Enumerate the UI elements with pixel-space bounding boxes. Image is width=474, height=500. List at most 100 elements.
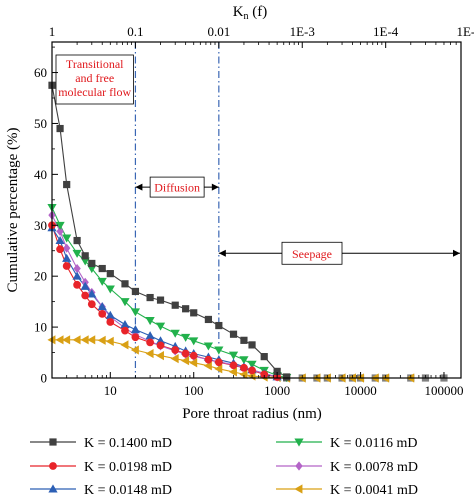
data-point — [247, 360, 257, 369]
y-axis-title: Cumulative percentage (%) — [5, 128, 21, 293]
region-box — [149, 176, 205, 198]
x-axis-title: Pore throat radius (nm) — [182, 406, 322, 422]
boundary-layer — [134, 42, 220, 378]
data-point — [181, 333, 191, 342]
diffusion-arrow-head — [211, 183, 219, 191]
data-point — [49, 438, 57, 446]
data-point — [62, 234, 72, 243]
data-point — [229, 361, 238, 370]
data-point — [120, 298, 130, 307]
data-point — [130, 345, 139, 355]
y-tick-label: 60 — [34, 65, 47, 80]
data-point — [98, 264, 106, 273]
data-point — [189, 358, 198, 368]
data-point — [62, 262, 71, 270]
x-tick-label: 10000 — [344, 383, 377, 398]
x-tick-label: 100 — [184, 383, 204, 398]
data-point — [146, 293, 154, 302]
plot-frame — [51, 41, 462, 379]
seepage-arrow-head — [453, 249, 460, 257]
data-point — [239, 369, 248, 380]
data-point — [170, 354, 179, 364]
data-point — [62, 253, 72, 262]
top-tick-label: 1E-5 — [456, 24, 474, 39]
data-point — [204, 355, 213, 364]
data-point — [106, 318, 115, 326]
data-point — [155, 351, 164, 361]
data-point — [294, 484, 303, 494]
data-point — [229, 330, 238, 338]
data-point — [105, 285, 115, 294]
region-label: and free — [75, 71, 114, 85]
data-point — [56, 226, 64, 236]
data-point — [156, 341, 165, 350]
data-point — [130, 308, 141, 317]
data-point — [214, 358, 223, 367]
data-point — [190, 309, 198, 317]
data-point — [87, 289, 97, 298]
region-label: Seepage — [292, 247, 332, 261]
data-point — [120, 340, 129, 350]
legend-label: K = 0.1400 mD — [84, 436, 172, 451]
data-point — [182, 305, 190, 313]
data-point — [55, 235, 65, 244]
data-point — [72, 271, 82, 280]
data-point — [214, 346, 224, 355]
legend: K = 0.1400 mD K = 0.0198 mD K = 0.0148 mD K… — [30, 436, 418, 498]
data-point — [56, 124, 64, 133]
data-point — [56, 245, 64, 254]
data-point — [146, 338, 155, 347]
data-point — [294, 438, 304, 447]
top-tick-label: 1 — [49, 24, 56, 39]
data-point — [97, 277, 107, 286]
data-point — [48, 484, 58, 493]
data-point — [80, 281, 90, 290]
y-tick-label: 50 — [34, 116, 47, 131]
seepage-arrow-head — [218, 249, 226, 257]
legend-label: K = 0.0078 mD — [330, 460, 418, 475]
data-point — [105, 310, 115, 319]
data-point — [260, 370, 269, 379]
data-point — [81, 252, 89, 260]
region-label: molecular flow — [58, 85, 131, 99]
data-point — [181, 349, 190, 358]
data-point — [120, 319, 130, 328]
data-point — [273, 367, 281, 375]
data-point — [131, 287, 140, 296]
data-point — [248, 341, 256, 349]
series-line — [51, 85, 287, 378]
data-point — [87, 265, 97, 274]
x-tick-label: 10 — [104, 383, 117, 398]
data-point — [72, 335, 81, 345]
data-point — [72, 249, 82, 258]
data-point — [80, 335, 89, 345]
data-point — [145, 317, 155, 326]
data-point — [63, 180, 71, 189]
data-point — [81, 291, 90, 300]
y-tick-label: 30 — [34, 218, 47, 233]
legend-label: K = 0.0198 mD — [84, 460, 172, 475]
data-point — [55, 335, 64, 345]
data-point — [214, 364, 223, 374]
data-point — [248, 366, 256, 375]
data-point — [105, 336, 114, 346]
data-point — [260, 353, 268, 361]
data-point — [130, 325, 141, 334]
data-point — [131, 333, 140, 342]
y-tick-label: 20 — [34, 269, 47, 284]
data-point — [240, 336, 248, 344]
legend-label: K = 0.0148 mD — [84, 483, 172, 498]
region-label: Transitional — [66, 57, 124, 71]
data-point — [88, 259, 96, 268]
data-point — [62, 335, 71, 345]
data-point — [239, 356, 249, 365]
data-point — [97, 302, 107, 311]
data-point — [80, 257, 90, 266]
top-tick-label: 1E-3 — [290, 24, 315, 39]
data-point — [145, 348, 154, 359]
data-point — [106, 270, 114, 278]
data-point — [189, 351, 198, 360]
region-box — [281, 241, 343, 265]
data-point — [240, 363, 248, 372]
